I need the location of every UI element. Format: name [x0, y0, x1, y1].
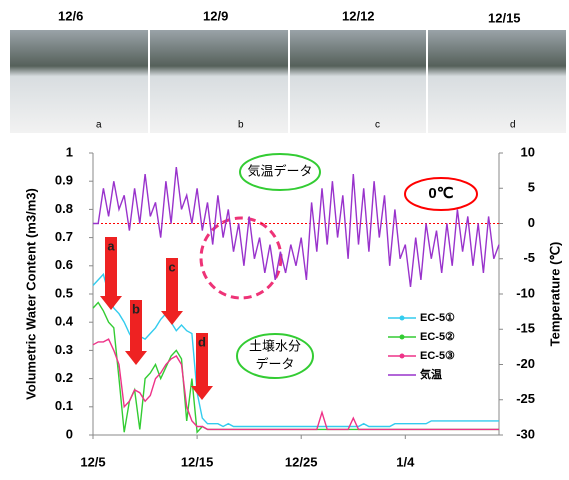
photo: [290, 30, 426, 133]
annotation: データ: [255, 356, 294, 371]
photo-letter: b: [238, 120, 244, 131]
arrow-label: b: [132, 301, 140, 316]
y2-tick-label: -10: [516, 285, 535, 300]
y-tick-label: 0.8: [55, 201, 73, 216]
legend-marker: [400, 335, 405, 340]
arrow-label: a: [107, 238, 115, 253]
arrow-label: c: [168, 259, 175, 274]
y-tick-label: 1: [66, 144, 73, 159]
y-tick-label: 0.9: [55, 173, 73, 188]
photo: [10, 30, 148, 133]
y-tick-label: 0.3: [55, 342, 73, 357]
y-tick-label: 0.7: [55, 229, 73, 244]
y2-tick-label: -30: [516, 426, 535, 441]
x-tick-label: 12/5: [80, 454, 105, 469]
annotation: 気温データ: [247, 163, 312, 178]
photo-date: 12/12: [342, 8, 375, 23]
annotation: 土壌水分: [249, 338, 301, 353]
y2-tick-label: -25: [516, 391, 535, 406]
annotation: 0℃: [428, 185, 453, 202]
legend-label: EC-5③: [420, 350, 455, 362]
photo-date: 12/6: [58, 8, 83, 23]
photo-date: 12/9: [203, 8, 228, 23]
y2-tick-label: -5: [523, 250, 535, 265]
y2-tick-label: 0: [528, 215, 535, 230]
photo-letter: d: [510, 120, 516, 131]
y-tick-label: 0.4: [55, 314, 74, 329]
y2-tick-label: -20: [516, 356, 535, 371]
y2-tick-label: -15: [516, 321, 535, 336]
y-tick-label: 0.5: [55, 285, 73, 300]
y2-tick-label: 10: [521, 144, 535, 159]
y-tick-label: 0.1: [55, 398, 73, 413]
legend-label: EC-5①: [420, 312, 455, 324]
x-tick-label: 12/15: [181, 454, 214, 469]
legend-marker: [400, 316, 405, 321]
page: 12/6 12/9 12/12 12/15 a b c d Volumetric…: [0, 0, 569, 475]
photo: [150, 30, 288, 133]
x-tick-label: 1/4: [396, 454, 415, 469]
y-axis-label: Volumetric Water Content (m3/m3): [23, 188, 38, 400]
y2-axis-label: Temperature (℃): [547, 242, 562, 347]
y-tick-label: 0: [66, 426, 73, 441]
legend-marker: [400, 354, 405, 359]
y-tick-label: 0.2: [55, 370, 73, 385]
x-tick-label: 12/25: [285, 454, 318, 469]
y-tick-label: 0.6: [55, 257, 73, 272]
highlight-circle: [201, 218, 281, 298]
y2-tick-label: 5: [528, 180, 535, 195]
photo: [428, 30, 566, 133]
photo-letter: a: [96, 120, 102, 131]
legend-label: 気温: [420, 367, 442, 381]
arrow-label: d: [198, 334, 206, 349]
photo-letter: c: [375, 120, 380, 131]
legend-label: EC-5②: [420, 331, 455, 343]
photo-date: 12/15: [488, 10, 521, 25]
